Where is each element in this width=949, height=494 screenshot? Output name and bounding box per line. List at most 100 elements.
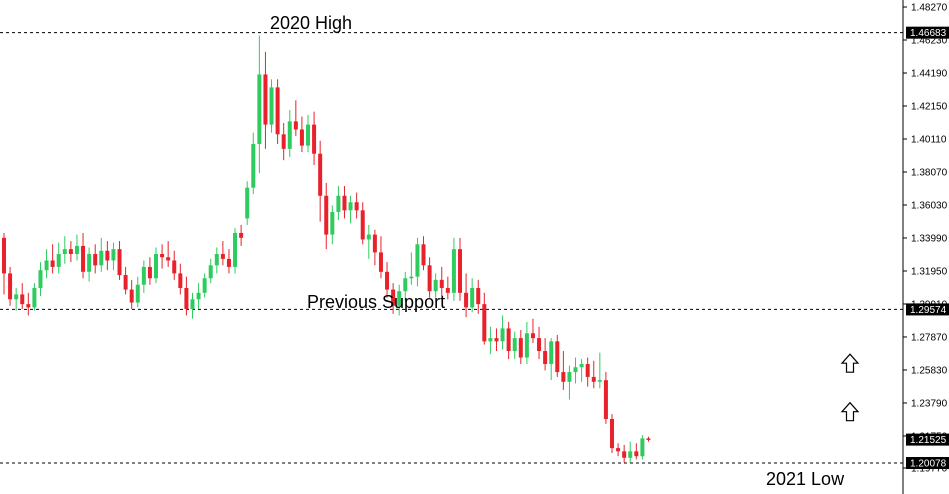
annotation-previous-support: Previous Support: [307, 292, 445, 312]
candle: [543, 338, 548, 371]
candle: [391, 283, 396, 314]
candle-body: [488, 338, 493, 342]
tick-label: 1.48270: [911, 3, 948, 14]
candle: [439, 266, 444, 298]
candle: [567, 365, 572, 400]
candle-body: [628, 451, 633, 458]
candle-body: [427, 265, 432, 292]
candles: [2, 35, 651, 463]
candle: [470, 278, 475, 313]
candle: [184, 276, 189, 316]
candle: [50, 244, 55, 274]
annotation-2021-low: 2021 Low: [766, 469, 845, 489]
candle: [336, 186, 341, 221]
candle: [68, 241, 73, 263]
candle: [135, 276, 140, 308]
candle: [74, 234, 79, 261]
candle-body: [354, 202, 359, 211]
candle-body: [458, 249, 462, 293]
candle-body: [287, 121, 292, 149]
candle-body: [433, 279, 438, 292]
candle: [464, 273, 469, 318]
candle: [190, 292, 195, 319]
candle-body: [512, 338, 517, 352]
candle: [494, 328, 499, 352]
candle: [20, 283, 25, 309]
candle: [555, 334, 560, 377]
candle: [549, 338, 554, 381]
level-price-label: 1.46683: [910, 28, 947, 39]
candle-body: [293, 121, 298, 130]
candle: [105, 241, 110, 271]
candle: [427, 257, 432, 298]
candle: [537, 326, 542, 360]
candle: [433, 273, 438, 298]
candle: [378, 236, 383, 279]
candle: [622, 444, 627, 463]
candle: [616, 443, 621, 457]
candle-body: [135, 284, 140, 303]
candle: [500, 315, 505, 350]
candle: [415, 237, 420, 287]
candle-body: [591, 376, 596, 382]
candle: [14, 287, 19, 311]
candle-body: [208, 265, 213, 279]
level-price-label: 1.20078: [910, 459, 947, 470]
candle: [93, 244, 98, 274]
candle-body: [190, 299, 195, 309]
candle-body: [372, 234, 377, 253]
candle-body: [640, 438, 645, 457]
tick-label: 1.33990: [911, 233, 948, 244]
candle-body: [2, 237, 6, 274]
candle: [318, 140, 323, 222]
candle-body: [530, 333, 535, 339]
candle-body: [476, 287, 481, 305]
candle: [451, 237, 456, 301]
candle: [330, 205, 335, 245]
candle: [2, 232, 6, 295]
candle: [172, 250, 177, 280]
candle-body: [93, 253, 98, 266]
candle: [269, 79, 274, 133]
candle-body: [330, 211, 335, 235]
candle-body: [226, 258, 231, 267]
candle: [147, 257, 152, 285]
candle-body: [421, 244, 426, 266]
candle: [233, 228, 238, 274]
candle-body: [518, 338, 523, 358]
candle: [524, 321, 529, 364]
candle-body: [378, 252, 383, 272]
candle-body: [555, 341, 560, 373]
candle-body: [537, 338, 542, 352]
candle-body: [622, 451, 627, 458]
candle: [603, 372, 608, 424]
candle-body: [275, 87, 280, 135]
candle-body: [616, 448, 621, 452]
candle: [573, 357, 578, 384]
candle: [530, 318, 535, 343]
candle-body: [573, 367, 578, 373]
annotation-2020-high: 2020 High: [270, 13, 352, 33]
candle: [512, 331, 517, 360]
candle-body: [524, 333, 529, 358]
candle-body: [147, 266, 152, 279]
candle-body: [74, 245, 79, 254]
tick-label: 1.46230: [911, 35, 948, 46]
candle: [610, 414, 614, 453]
candle-body: [160, 253, 165, 258]
candle: [257, 35, 262, 174]
candle-body: [32, 287, 37, 308]
tick-label: 1.38070: [911, 167, 948, 178]
candle-body: [312, 124, 317, 154]
candle-body: [123, 275, 128, 290]
tick-label: 1.44190: [911, 68, 948, 79]
tick-label: 1.40110: [911, 134, 947, 145]
candle-body: [178, 273, 183, 288]
candle: [56, 242, 61, 274]
horizontal-levels: [0, 32, 903, 464]
candle-body: [56, 253, 61, 267]
current-price-label: 1.21525: [910, 435, 947, 446]
arrows: [840, 353, 860, 422]
